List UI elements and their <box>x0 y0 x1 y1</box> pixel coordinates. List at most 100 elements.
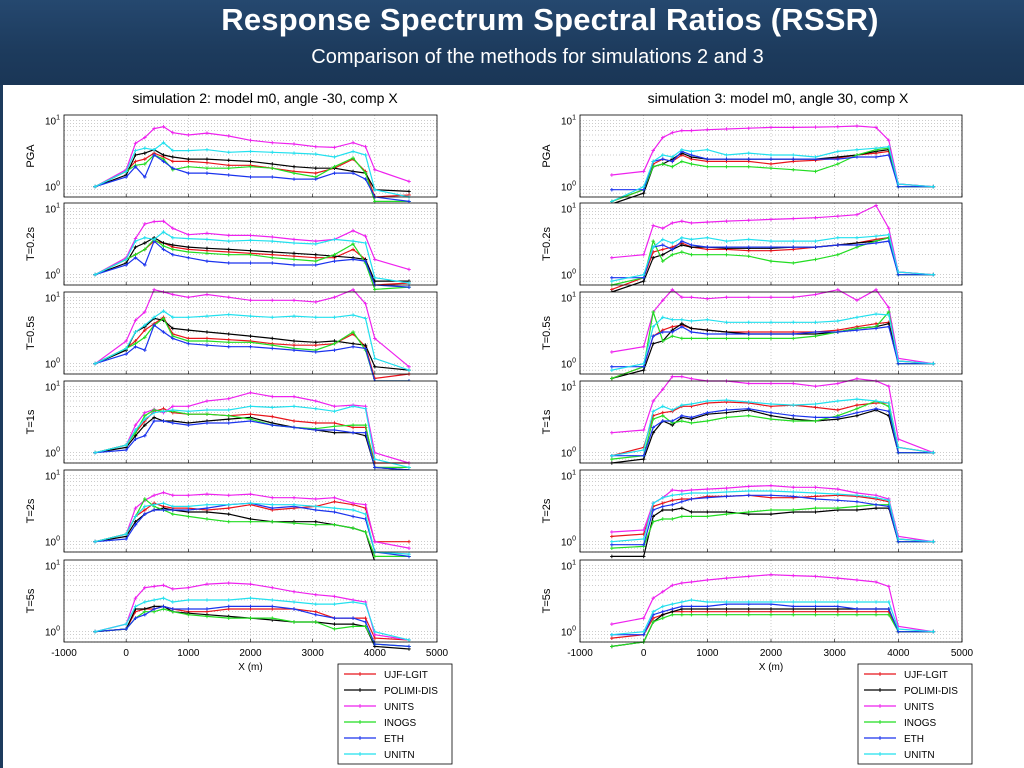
y-tick-label: 101 <box>561 380 576 393</box>
data-point <box>931 272 936 277</box>
data-point <box>724 252 729 257</box>
data-point <box>226 166 231 170</box>
data-point <box>226 158 231 163</box>
data-point <box>170 326 175 331</box>
data-point <box>161 583 166 588</box>
data-point <box>746 406 751 411</box>
data-point <box>680 413 684 418</box>
data-point <box>705 245 710 249</box>
data-point <box>152 315 156 320</box>
plot-frame <box>579 114 963 198</box>
data-point <box>651 310 656 314</box>
data-point <box>133 522 138 527</box>
data-point <box>651 508 656 512</box>
data-point <box>248 261 253 265</box>
data-point <box>874 502 878 507</box>
data-point <box>641 448 646 452</box>
data-point <box>313 152 318 156</box>
data-point <box>226 421 231 425</box>
data-point <box>226 261 231 265</box>
data-point <box>791 125 796 130</box>
data-point <box>610 275 614 280</box>
data-point <box>143 310 147 314</box>
data-point <box>886 384 891 389</box>
data-point <box>680 235 684 240</box>
data-point <box>836 408 840 412</box>
data-point <box>248 298 253 303</box>
data-point <box>689 488 694 492</box>
data-point <box>746 510 751 514</box>
data-point <box>313 504 318 509</box>
data-point <box>133 239 138 243</box>
data-point <box>874 287 878 292</box>
data-point <box>610 554 614 559</box>
data-point <box>351 140 355 145</box>
data-point <box>248 340 253 345</box>
data-point <box>670 164 675 169</box>
data-point <box>689 162 694 166</box>
data-point <box>152 153 156 157</box>
data-point <box>292 314 296 318</box>
plot-frame <box>63 291 438 375</box>
legend-marker <box>878 704 882 708</box>
data-point <box>855 508 859 512</box>
data-point <box>248 175 253 179</box>
data-point <box>226 519 231 524</box>
data-point <box>161 247 166 252</box>
data-point <box>170 508 175 512</box>
data-point <box>124 263 128 267</box>
data-point <box>641 457 646 461</box>
data-point <box>836 381 840 386</box>
data-point <box>226 581 231 585</box>
data-point <box>874 155 878 159</box>
data-point <box>363 624 368 629</box>
data-point <box>332 424 337 429</box>
data-point <box>610 534 614 539</box>
data-point <box>248 412 253 416</box>
data-point <box>886 498 891 503</box>
data-point <box>705 491 710 495</box>
legend-label: UNITN <box>384 750 415 761</box>
data-point <box>931 539 936 544</box>
data-point <box>610 187 614 192</box>
data-point <box>226 134 231 138</box>
data-point <box>226 340 231 345</box>
x-tick-label: 3000 <box>824 648 847 659</box>
data-point <box>680 403 684 407</box>
data-point <box>836 243 840 247</box>
data-point <box>724 490 729 494</box>
data-point <box>205 421 209 425</box>
data-point <box>705 495 710 500</box>
data-point <box>746 612 751 617</box>
data-point <box>292 502 296 507</box>
data-point <box>186 250 191 254</box>
data-point <box>705 487 710 491</box>
chart-title: simulation 2: model m0, angle -30, comp … <box>132 90 398 106</box>
y-axis-label: T=0.5s <box>541 316 553 350</box>
data-point <box>689 237 694 242</box>
data-point <box>205 259 209 263</box>
data-point <box>746 245 751 249</box>
data-point <box>855 212 859 217</box>
y-tick-label: 100 <box>561 269 576 282</box>
data-point <box>205 339 209 343</box>
data-point <box>124 352 128 356</box>
data-point <box>292 607 296 611</box>
data-point <box>363 171 368 175</box>
data-point <box>270 166 275 170</box>
data-point <box>855 124 859 128</box>
data-point <box>813 612 818 617</box>
data-point <box>226 616 231 620</box>
data-point <box>670 374 675 379</box>
data-point <box>363 346 368 351</box>
data-point <box>248 334 253 338</box>
data-point <box>689 221 694 225</box>
data-point <box>724 336 729 341</box>
data-point <box>769 125 773 130</box>
legend-marker <box>358 752 362 756</box>
data-point <box>313 171 318 175</box>
data-point <box>248 519 253 524</box>
data-point <box>205 131 209 135</box>
data-point <box>270 239 275 243</box>
data-point <box>855 403 859 407</box>
